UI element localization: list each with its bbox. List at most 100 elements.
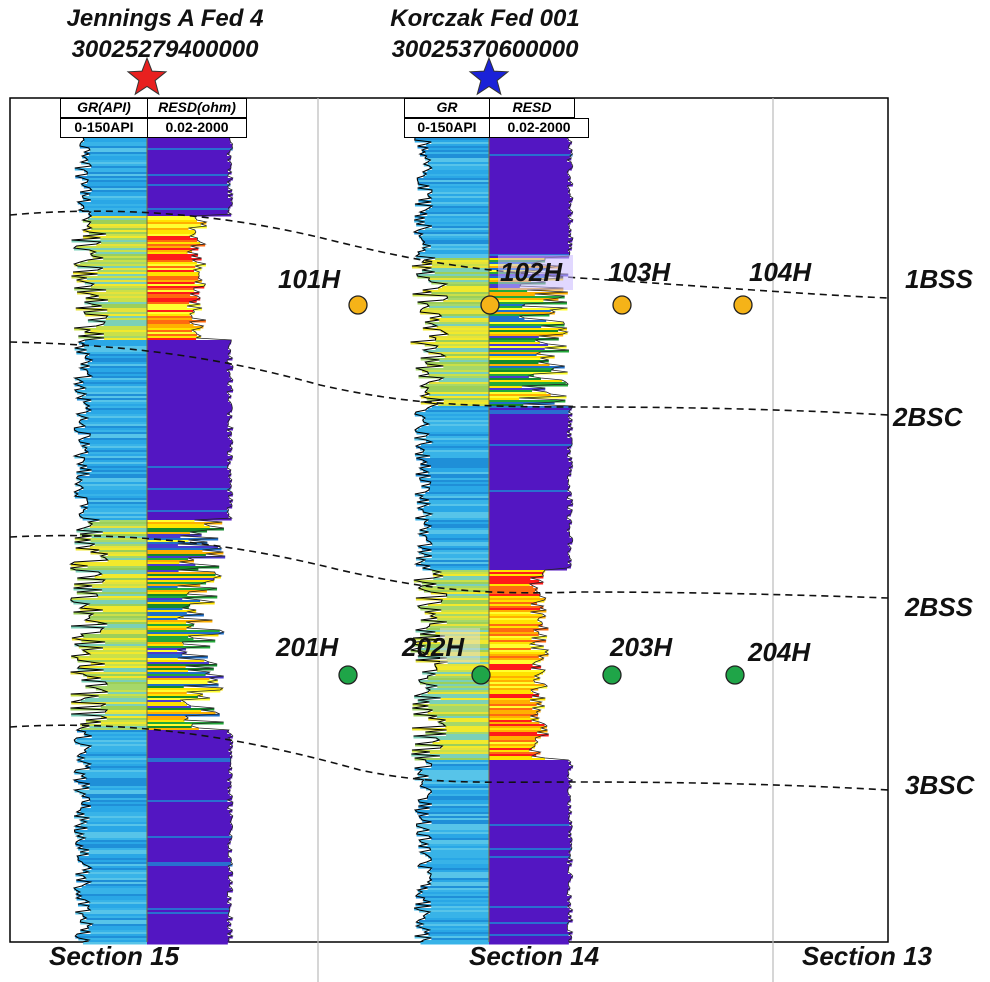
gr-band <box>87 866 147 869</box>
gr-band <box>80 754 147 757</box>
gr-band <box>422 370 489 373</box>
gr-band <box>415 518 489 521</box>
res-band <box>489 148 569 151</box>
res-band <box>489 750 530 753</box>
gr-band <box>79 442 147 445</box>
res-band <box>147 938 229 941</box>
res-band <box>489 318 525 321</box>
gr-band <box>429 878 489 881</box>
res-band <box>147 312 195 315</box>
res-band <box>147 472 230 475</box>
res-band <box>489 896 572 899</box>
res-band <box>489 642 535 645</box>
res-band <box>489 532 570 535</box>
res-band <box>147 694 203 697</box>
res-band <box>489 458 572 461</box>
res-band <box>147 848 229 851</box>
gr-band <box>101 574 147 577</box>
gr-band <box>425 410 489 413</box>
gr-band <box>80 810 147 813</box>
gr-band <box>425 392 489 395</box>
gr-band <box>74 378 147 381</box>
gr-band <box>426 390 489 393</box>
res-band <box>147 678 210 681</box>
gr-band <box>80 192 147 195</box>
gr-band <box>422 820 489 823</box>
lateral-label-204h: 204H <box>748 637 811 667</box>
lateral-label-202h: 202H <box>402 632 465 662</box>
gr-band <box>428 776 489 779</box>
res-band <box>489 762 571 765</box>
res-band <box>489 242 569 245</box>
res-band <box>147 520 195 523</box>
gr-band <box>74 264 147 267</box>
res-band <box>147 728 199 731</box>
gr-band <box>80 486 147 489</box>
gr-band <box>420 480 489 483</box>
res-band <box>489 858 569 861</box>
res-band <box>489 336 539 339</box>
res-band <box>147 714 220 717</box>
res-band <box>147 518 232 521</box>
gr-band <box>78 848 147 851</box>
res-band <box>489 582 544 585</box>
gr-band <box>445 720 489 723</box>
gr-band <box>83 864 147 867</box>
gr-band <box>430 482 489 485</box>
res-band <box>489 692 534 695</box>
lateral-marker-upper-2 <box>480 295 500 315</box>
gr-band <box>425 760 489 763</box>
res-band <box>489 250 569 253</box>
gr-band <box>427 170 489 173</box>
gr-band <box>420 402 489 405</box>
gr-band <box>83 762 147 765</box>
res-band <box>147 354 229 357</box>
res-band <box>489 806 572 809</box>
gr-band <box>416 922 489 925</box>
res-band <box>147 818 232 821</box>
gr-band <box>88 232 147 235</box>
res-band <box>489 462 573 465</box>
lateral-marker-upper-1 <box>348 295 368 315</box>
res-band <box>489 168 572 171</box>
res-band <box>489 718 539 721</box>
gr-band <box>90 806 147 809</box>
gr-band <box>445 726 489 729</box>
res-band <box>489 434 572 437</box>
gr-band <box>431 292 489 295</box>
res-band <box>489 862 568 865</box>
res-band <box>489 596 540 599</box>
res-band <box>147 882 233 885</box>
gr-band <box>71 626 147 629</box>
gr-band <box>442 746 489 749</box>
res-band <box>489 252 570 255</box>
gr-band <box>82 916 147 919</box>
res-band <box>147 598 183 601</box>
res-band <box>489 356 555 359</box>
res-band <box>489 732 538 735</box>
gr-band <box>102 690 147 693</box>
res-band <box>489 850 571 853</box>
gr-band <box>426 144 489 147</box>
gr-band <box>99 550 147 553</box>
res-band <box>147 398 229 401</box>
gr-band <box>437 346 489 349</box>
gr-band <box>428 490 489 493</box>
gr-band <box>86 500 147 503</box>
gr-band <box>82 518 147 521</box>
res-band <box>489 320 547 323</box>
gr-band <box>73 272 147 275</box>
res-band <box>147 898 232 901</box>
gr-band <box>415 598 489 601</box>
gr-band <box>91 868 147 871</box>
res-band <box>147 692 187 695</box>
gr-band <box>76 592 147 595</box>
res-band <box>489 804 568 807</box>
gr-band <box>79 482 147 485</box>
gr-band <box>107 692 147 695</box>
gr-band <box>429 626 489 629</box>
res-band <box>147 618 178 621</box>
res-band <box>489 884 569 887</box>
res-band <box>147 352 231 355</box>
res-band <box>489 866 570 869</box>
